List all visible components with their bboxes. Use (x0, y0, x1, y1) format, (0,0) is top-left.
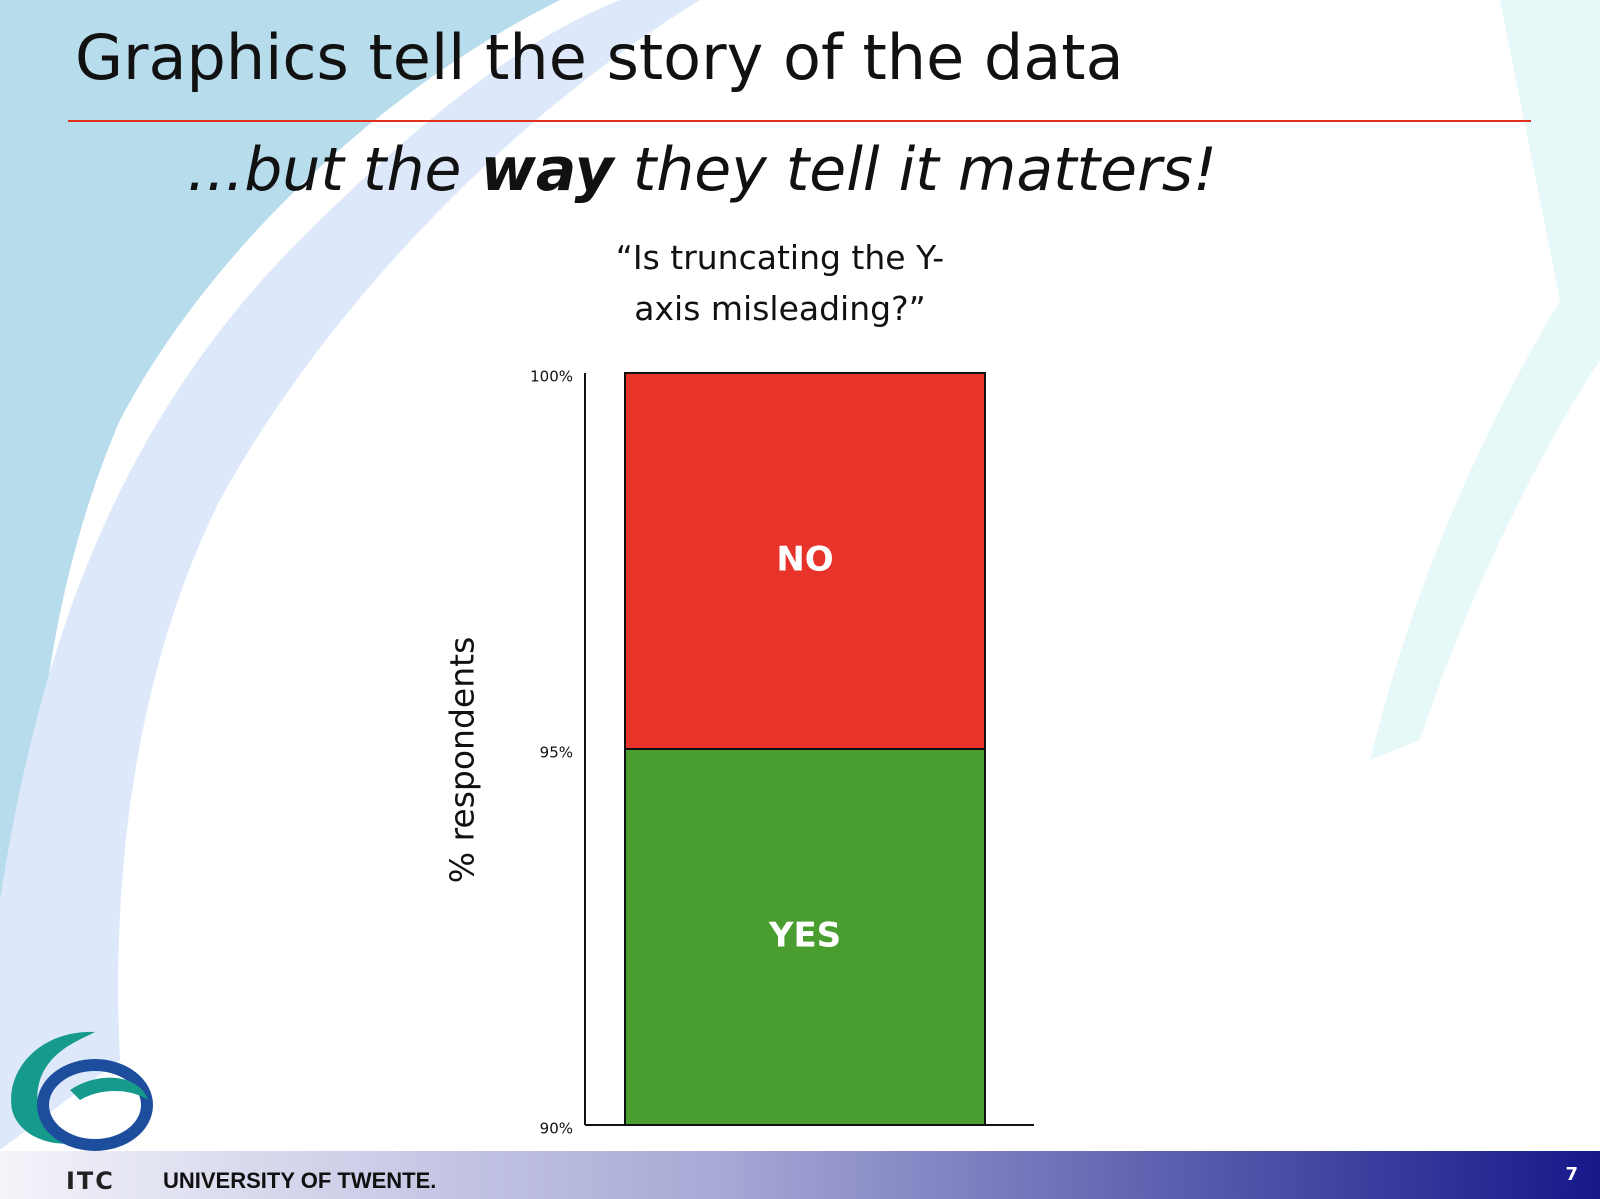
logo-mark (11, 1031, 153, 1151)
bar-segment (624, 748, 986, 1126)
bar-segment (624, 372, 986, 750)
footer-bar (0, 1151, 1600, 1199)
segment-label: NO (776, 540, 833, 580)
heading: Graphics tell the story of the data (75, 21, 1124, 94)
logo-text: ITC (66, 1167, 115, 1195)
y-tick-label: 90% (540, 1120, 573, 1138)
chart-title: “Is truncating the Y-axis misleading?” (615, 238, 945, 328)
segment-label: YES (768, 916, 841, 956)
y-tick-label: 95% (540, 744, 573, 762)
y-axis-label: % respondents (443, 637, 482, 884)
subheading: ...but the way they tell it matters! (187, 135, 1217, 205)
y-tick-label: 100% (530, 368, 573, 386)
subheading-part: they tell it matters! (614, 135, 1217, 205)
institution: UNIVERSITY OF TWENTE. (163, 1168, 436, 1193)
page-number: 7 (1565, 1164, 1578, 1185)
subheading-emphasis: way (480, 135, 616, 205)
subheading-part: ...but the (187, 135, 480, 205)
